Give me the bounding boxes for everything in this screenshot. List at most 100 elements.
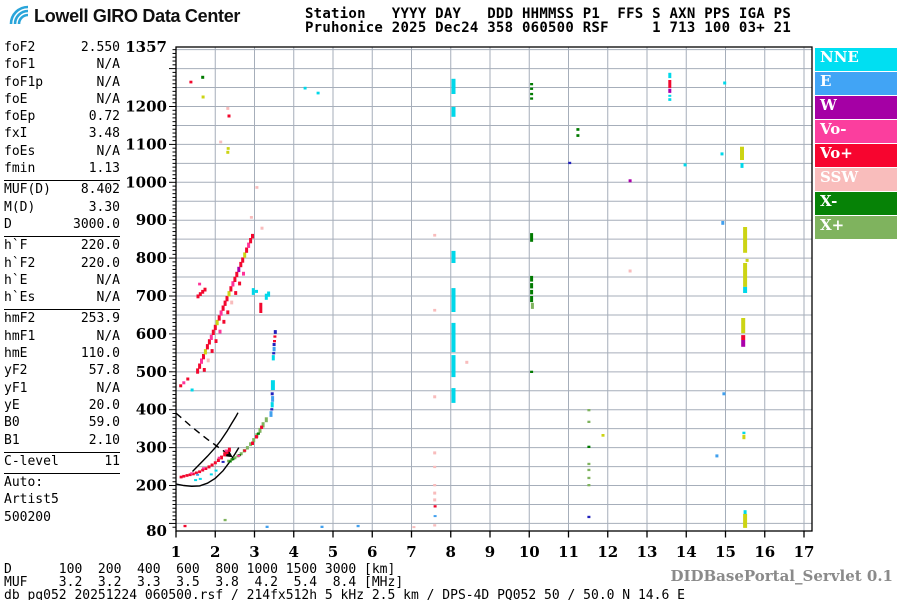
echo-segment — [530, 296, 534, 303]
echo-segment — [451, 288, 456, 312]
echo-segment — [451, 250, 456, 263]
echo-segment — [194, 479, 198, 482]
y-axis-label: 80 — [146, 522, 167, 540]
echo-segment — [530, 370, 534, 373]
x-axis-label: 11 — [558, 543, 579, 561]
x-axis-label: 6 — [367, 543, 377, 561]
axis-labels: 1357120011001000900800700600500400300200… — [125, 38, 814, 561]
echo-segment — [303, 86, 307, 90]
echo-segment — [270, 402, 274, 408]
param-value: N/A — [96, 91, 120, 107]
echo-segment — [234, 291, 238, 295]
echo-segment — [451, 322, 456, 353]
echo-segment — [217, 315, 221, 321]
echo-segment — [214, 469, 218, 472]
param-label: h`F — [4, 238, 28, 254]
echo-segment — [530, 275, 534, 282]
echo-segment — [237, 266, 241, 273]
x-axis-label: 8 — [446, 543, 456, 561]
echo-segment — [587, 420, 591, 423]
echo-segment — [433, 484, 437, 487]
param-label: B1 — [4, 432, 20, 448]
x-axis-label: 10 — [519, 543, 540, 561]
param-row-hme: hmE 110.0 — [4, 346, 120, 363]
echo-segment — [743, 263, 748, 287]
echo-segment — [198, 477, 202, 480]
x-axis-label: 5 — [328, 543, 338, 561]
echo-segment — [271, 355, 275, 361]
echo-segment — [530, 83, 534, 86]
echo-segment — [218, 329, 222, 334]
param-value: 11 — [104, 453, 120, 469]
echo-segment — [267, 291, 271, 297]
param-value: N/A — [96, 290, 120, 306]
dashed-guide-curve — [175, 412, 228, 454]
echo-segment — [628, 179, 632, 183]
echo-segment — [740, 146, 744, 160]
echo-legend: NNE E W Vo- Vo+ SSW X- X+ — [815, 48, 897, 240]
param-value: N/A — [96, 380, 120, 396]
param-row-b1: B1 2.10 — [4, 433, 120, 450]
param-label: h`Es — [4, 290, 36, 306]
echo-segment — [223, 300, 227, 306]
echo-segment — [568, 161, 572, 165]
echo-segment — [230, 300, 234, 305]
echo-segment — [270, 408, 274, 411]
y-axis-label: 400 — [136, 401, 167, 419]
echo-segment — [227, 291, 231, 297]
echo-segment — [203, 287, 207, 292]
echo-segment — [258, 427, 262, 433]
echo-segment — [182, 474, 186, 478]
y-axis-label: 600 — [136, 325, 167, 343]
param-row-500200: 500200 — [4, 510, 120, 527]
echo-segment — [220, 455, 223, 460]
echo-segment — [587, 476, 591, 480]
param-label: foF1 — [4, 57, 36, 73]
param-row-fof2: foF2 2.550 — [4, 40, 120, 57]
param-section-2: h`F 220.0 h`F2 220.0 h`E N/A h`Es N/A — [4, 236, 120, 307]
echo-segment — [239, 261, 243, 268]
param-section-3: hmF2 253.9 hmF1 N/A hmE 110.0 yF2 57.8 yF1 N/A yE 2… — [4, 309, 120, 449]
param-section-1: MUF(D) 8.402 M(D) 3.30 D 3000.0 — [4, 180, 120, 234]
echo-segment — [233, 276, 237, 282]
echo-segment — [189, 80, 193, 84]
echo-segment — [587, 462, 591, 466]
echo-segment — [741, 318, 746, 334]
echo-segment — [205, 344, 209, 350]
param-label: fxI — [4, 126, 28, 142]
echo-segment — [530, 283, 534, 289]
param-value: 59.0 — [88, 415, 120, 431]
y-axis-label: 800 — [136, 249, 167, 267]
echo-segment — [235, 271, 239, 278]
echo-segment — [433, 465, 437, 469]
echo-segment — [227, 459, 231, 463]
brand-header: Lowell GIRO Data Center — [6, 4, 240, 28]
plot-frame — [175, 46, 813, 532]
echo-segment — [183, 524, 187, 528]
echo-segment — [237, 454, 241, 457]
echo-segment — [221, 460, 225, 463]
echo-segment — [209, 334, 213, 340]
echo-segment — [228, 460, 232, 463]
echo-segment — [742, 434, 746, 440]
echo-segment — [196, 473, 200, 476]
echo-segment — [207, 339, 211, 345]
param-value: N/A — [96, 328, 120, 344]
echo-segment — [196, 294, 200, 299]
param-label: hmE — [4, 346, 28, 362]
param-row-d: D 3000.0 — [4, 217, 120, 234]
echo-segment — [273, 340, 276, 343]
param-label: foEp — [4, 109, 36, 125]
echo-segment — [269, 411, 273, 417]
echo-segment — [242, 271, 245, 276]
echo-segment — [243, 449, 247, 452]
echo-segment — [201, 468, 205, 472]
legend-item-x: X+ — [815, 216, 897, 239]
echo-segment — [201, 95, 205, 99]
echo-segment — [745, 258, 749, 262]
echo-segment — [587, 515, 591, 519]
guide-arrowhead — [225, 450, 233, 458]
echo-segment — [224, 449, 228, 452]
x-axis-label: 4 — [289, 543, 299, 561]
echo-segment — [743, 227, 748, 253]
